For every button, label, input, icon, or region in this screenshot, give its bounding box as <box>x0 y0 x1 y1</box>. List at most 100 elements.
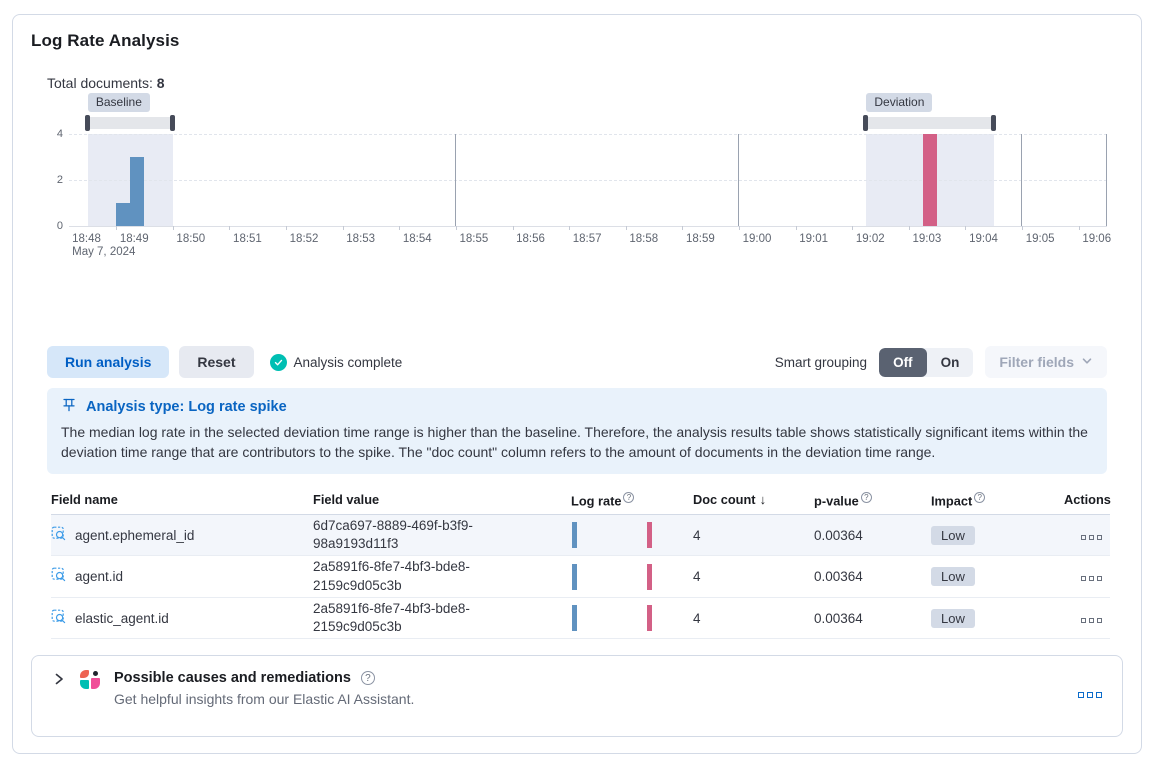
x-axis-label: 19:03 <box>912 233 942 245</box>
x-axis-tick <box>1022 226 1024 230</box>
chevron-right-icon[interactable] <box>52 672 66 691</box>
deviation-brush-handle-left[interactable] <box>863 115 869 131</box>
possible-causes-title: Possible causes and remediations <box>114 670 351 687</box>
analysis-controls: Run analysis Reset Analysis complete Sma… <box>47 346 1107 378</box>
x-axis-tick <box>625 226 627 230</box>
x-axis-label: 18:52 <box>289 233 319 245</box>
x-gridline <box>454 134 456 226</box>
header-doc-count[interactable]: Doc count ↓ <box>693 485 814 516</box>
check-icon <box>269 353 287 371</box>
x-axis-tick <box>1078 226 1080 230</box>
filter-fields-label: Filter fields <box>999 354 1074 370</box>
deviation-bar <box>922 134 938 226</box>
x-axis-date-label: May 7, 2024 <box>72 246 136 258</box>
x-axis-tick <box>342 226 344 230</box>
log-rate-analysis-panel: Log Rate Analysis Total documents: 8 Bas… <box>12 14 1142 755</box>
analysis-status: Analysis complete <box>269 353 403 371</box>
field-name: agent.id <box>75 569 124 585</box>
total-documents-value: 8 <box>156 75 165 91</box>
deviation-brush-handle-right[interactable] <box>990 115 996 131</box>
analysis-results-table: Field name Field value Log rate? Doc cou… <box>51 485 1111 640</box>
header-p-value[interactable]: p-value? <box>814 485 931 516</box>
x-axis-tick <box>682 226 684 230</box>
x-axis-label: 18:54 <box>402 233 432 245</box>
x-axis-tick <box>229 226 231 230</box>
chevron-down-icon <box>1081 354 1093 370</box>
callout-title: Analysis type: Log rate spike <box>86 399 287 415</box>
x-axis-label: 18:59 <box>685 233 715 245</box>
x-axis-label: 19:02 <box>855 233 885 245</box>
run-analysis-button[interactable]: Run analysis <box>47 346 170 378</box>
header-field-value[interactable]: Field value <box>313 485 571 516</box>
y-axis-label: 4 <box>56 128 63 140</box>
header-log-rate[interactable]: Log rate? <box>571 485 693 516</box>
field-value: 6d7ca697-8889-469f-b3f9-98a9193d11f3 <box>313 518 473 552</box>
p-value: 0.00364 <box>814 514 931 557</box>
baseline-brush[interactable] <box>87 117 173 129</box>
deviation-badge: Deviation <box>866 93 933 112</box>
total-documents-label: Total documents: <box>47 75 153 91</box>
field-search-icon[interactable] <box>51 567 67 586</box>
smart-grouping-on-button[interactable]: On <box>927 348 974 377</box>
field-name: elastic_agent.id <box>75 610 169 626</box>
x-axis-label: 18:51 <box>233 233 262 245</box>
header-impact[interactable]: Impact? <box>931 485 1064 516</box>
row-actions-icon[interactable] <box>1081 534 1102 540</box>
x-axis-tick <box>738 226 740 230</box>
possible-causes-title-row[interactable]: Possible causes and remediations ? <box>114 670 414 686</box>
question-icon[interactable]: ? <box>860 491 872 503</box>
panel-actions-icon[interactable] <box>1078 692 1102 699</box>
table-header-row: Field name Field value Log rate? Doc cou… <box>51 485 1111 516</box>
x-axis-label: 18:50 <box>176 233 206 245</box>
x-axis-label: 18:49 <box>119 233 149 245</box>
chart-plot[interactable]: Baseline Deviation 18:48 18:49 18:50 18:51 18:… <box>57 93 1111 258</box>
x-gridline <box>737 134 739 226</box>
x-axis-label: 19:00 <box>742 233 772 245</box>
document-count-chart: Baseline Deviation 18:48 18:49 18:50 18:51 18:… <box>47 93 1111 306</box>
p-value: 0.00364 <box>814 597 931 640</box>
x-gridline <box>1106 134 1107 226</box>
field-name: agent.ephemeral_id <box>75 527 195 543</box>
baseline-badge: Baseline <box>87 93 150 112</box>
y-gridline-4 <box>69 134 1107 135</box>
smart-grouping-off-button[interactable]: Off <box>879 347 927 377</box>
x-axis-tick <box>172 226 174 230</box>
reset-button[interactable]: Reset <box>179 346 254 378</box>
table-row: elastic_agent.id 2a5891f6-8fe7-4bf3-bde8… <box>51 597 1110 640</box>
field-value: 2a5891f6-8fe7-4bf3-bde8-2159c9d05c3b <box>313 559 470 593</box>
x-axis-label: 19:06 <box>1082 233 1112 245</box>
table-row: agent.id 2a5891f6-8fe7-4bf3-bde8-2159c9d… <box>51 555 1110 598</box>
row-actions-icon[interactable] <box>1081 617 1102 623</box>
total-documents: Total documents: 8 <box>47 75 1107 91</box>
field-search-icon[interactable] <box>51 526 67 545</box>
question-icon[interactable]: ? <box>974 491 986 503</box>
x-axis-label: 18:58 <box>629 233 659 245</box>
field-value: 2a5891f6-8fe7-4bf3-bde8-2159c9d05c3b <box>313 600 470 635</box>
x-gridline <box>1021 134 1023 226</box>
baseline-brush-handle-left[interactable] <box>84 115 90 131</box>
filter-fields-button[interactable]: Filter fields <box>985 346 1107 378</box>
x-axis-label: 19:01 <box>799 233 828 245</box>
impact-badge: Low <box>931 525 975 545</box>
doc-count: 4 <box>693 597 814 640</box>
p-value: 0.00364 <box>814 555 931 598</box>
row-actions-icon[interactable] <box>1081 576 1102 582</box>
field-search-icon[interactable] <box>51 609 67 628</box>
baseline-bar <box>130 157 145 226</box>
header-field-name[interactable]: Field name <box>51 485 313 516</box>
impact-badge: Low <box>931 608 975 628</box>
x-axis-label: 18:57 <box>572 233 602 245</box>
x-axis-label: 19:05 <box>1025 233 1055 245</box>
x-axis-tick <box>852 226 854 230</box>
pin-icon <box>61 397 77 417</box>
x-axis-tick <box>399 226 401 230</box>
header-actions: Actions <box>1064 485 1111 516</box>
x-axis-label: 18:56 <box>516 233 545 245</box>
baseline-brush-handle-right[interactable] <box>169 115 175 131</box>
question-icon[interactable]: ? <box>360 671 375 686</box>
question-icon[interactable]: ? <box>623 491 635 503</box>
doc-count: 4 <box>693 555 814 598</box>
x-axis-tick <box>965 226 967 230</box>
analysis-status-label: Analysis complete <box>293 354 403 370</box>
deviation-brush[interactable] <box>866 117 994 129</box>
